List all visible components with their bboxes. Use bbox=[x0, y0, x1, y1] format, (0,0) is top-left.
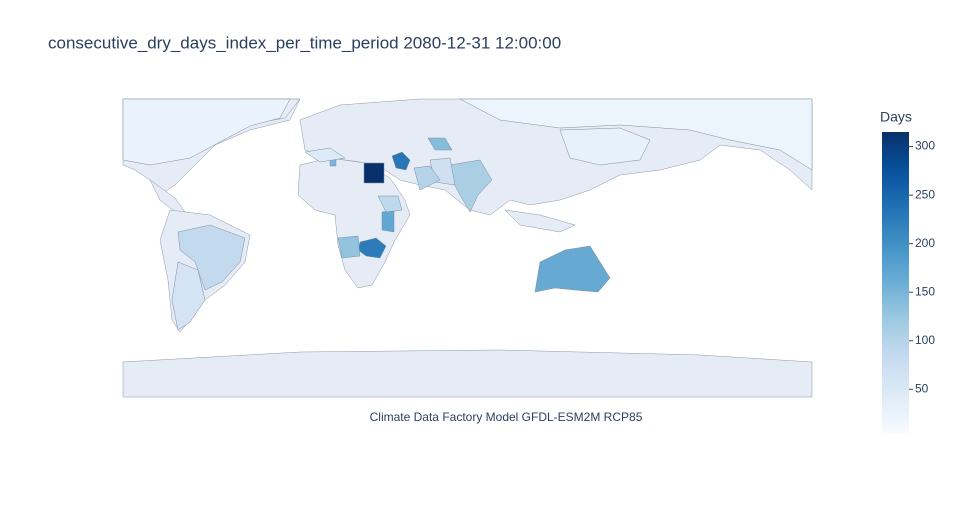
colorbar-tick-label: 100 bbox=[915, 333, 935, 347]
region bbox=[427, 137, 453, 151]
region bbox=[122, 98, 291, 166]
region bbox=[459, 98, 813, 171]
indonesia bbox=[504, 209, 576, 233]
colorbar-tick-label: 300 bbox=[915, 139, 935, 153]
annotation: Climate Data Factory Model GFDL-ESM2M RC… bbox=[370, 410, 643, 424]
colorbar-tick-label: 50 bbox=[915, 381, 929, 395]
region bbox=[381, 209, 395, 233]
antarctica bbox=[122, 349, 813, 398]
colorbar-tick-label: 150 bbox=[915, 284, 935, 298]
colorbar-tick-label: 250 bbox=[915, 187, 935, 201]
region bbox=[171, 261, 206, 331]
region bbox=[304, 147, 346, 163]
region bbox=[413, 165, 441, 191]
region bbox=[559, 127, 651, 166]
region bbox=[337, 235, 361, 259]
region bbox=[534, 245, 611, 293]
colorbar-tick-label: 200 bbox=[915, 236, 935, 250]
region bbox=[377, 195, 403, 213]
colorbar bbox=[882, 132, 909, 433]
chart-title: consecutive_dry_days_index_per_time_peri… bbox=[48, 33, 561, 52]
colorbar-title: Days bbox=[880, 109, 912, 125]
region bbox=[391, 151, 411, 171]
region bbox=[363, 162, 385, 184]
region bbox=[177, 224, 246, 291]
